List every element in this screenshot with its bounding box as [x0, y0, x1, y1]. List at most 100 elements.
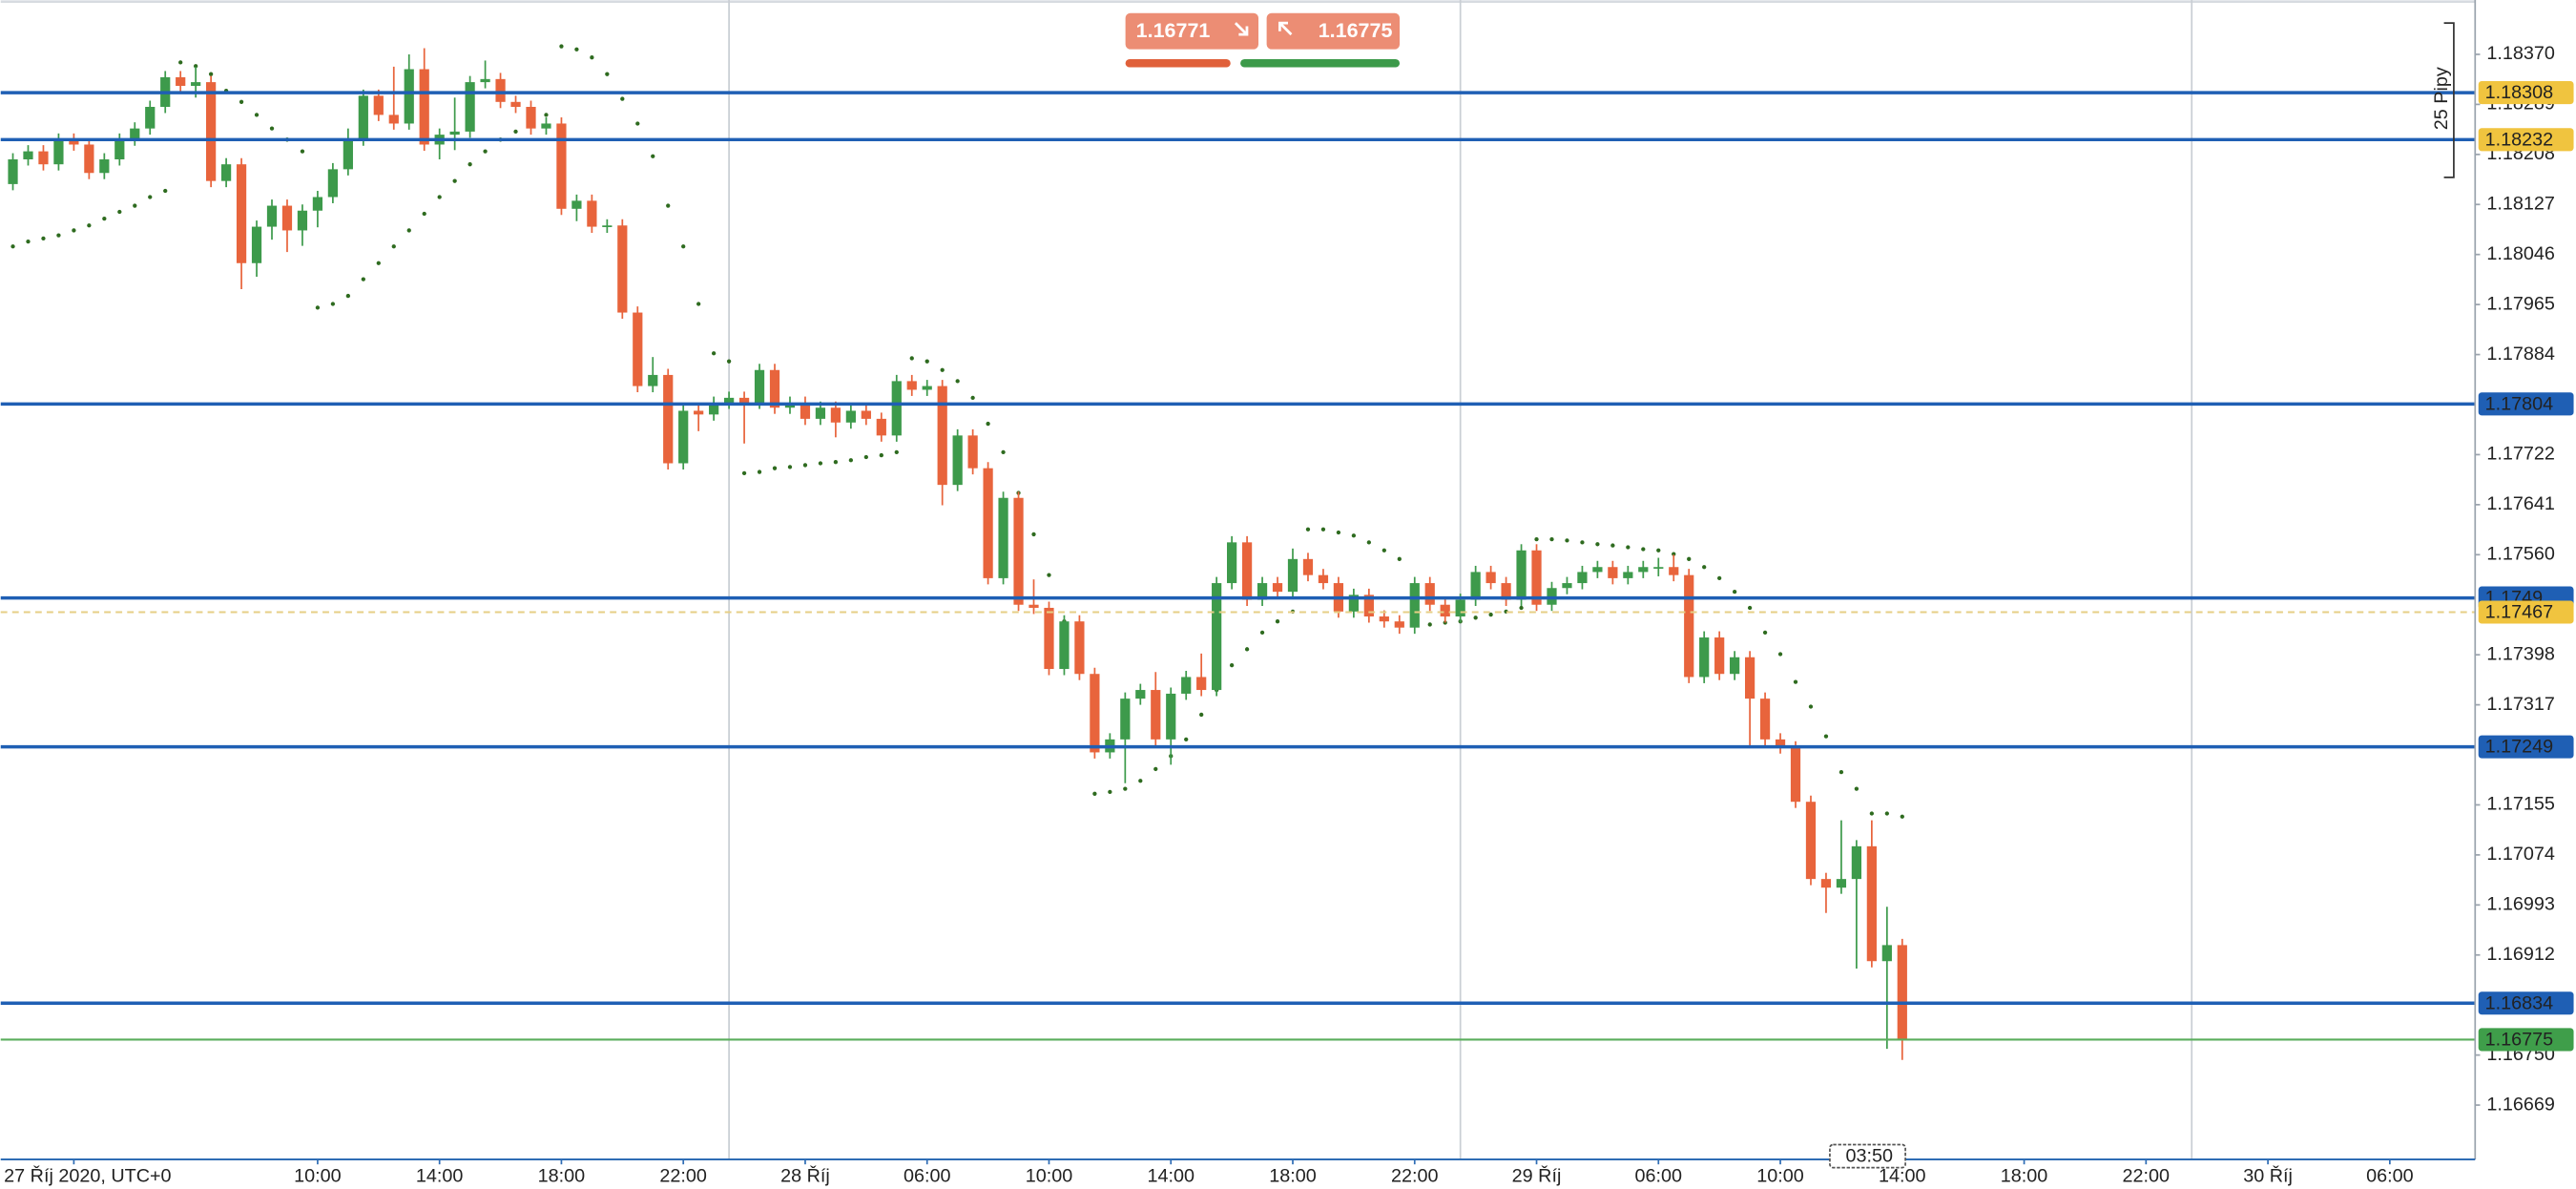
sar-dot [1702, 565, 1707, 570]
y-tick-label: 1.17722 [2486, 444, 2555, 465]
candle-body [1730, 657, 1740, 675]
price-level-label-bg [2478, 1028, 2574, 1052]
sar-dot [1747, 605, 1753, 611]
candle-body [327, 169, 338, 198]
sar-dot [1854, 786, 1859, 791]
candle-body [571, 200, 582, 209]
candle-body [922, 386, 932, 390]
sar-dot [1047, 573, 1051, 577]
candle-body [480, 78, 490, 83]
candle-body [800, 403, 811, 419]
x-tick-label: 10:00 [294, 1165, 342, 1186]
sar-dot [194, 64, 198, 69]
candle-body [312, 197, 323, 211]
x-tick-label: 18:00 [1269, 1165, 1317, 1186]
candle-body [1775, 739, 1786, 748]
sell-button[interactable]: 1.16771 [1125, 12, 1259, 50]
price-level-label-bg [2478, 392, 2574, 416]
candle-body [53, 139, 64, 165]
y-tick-label: 1.16993 [2486, 894, 2555, 915]
sar-dot [590, 55, 594, 60]
sar-dot [1672, 552, 1676, 556]
sar-dot [863, 454, 868, 460]
candle-body [648, 374, 658, 386]
candle-body [678, 410, 689, 464]
sar-dot [879, 452, 883, 458]
candle-body [983, 468, 993, 578]
x-tick-label: 10:00 [1026, 1165, 1073, 1186]
candle-body [1424, 583, 1435, 605]
buy-price[interactable]: 1.16775 [1319, 19, 1393, 42]
candle-body [38, 151, 49, 165]
buy-button[interactable]: 1.16775 [1266, 12, 1401, 50]
sar-dot [1595, 542, 1600, 547]
candle-body [1759, 699, 1771, 740]
candle-body [1562, 583, 1572, 589]
grid-layer [728, 0, 2193, 1160]
candle-body [1669, 567, 1679, 575]
candle-body [1302, 558, 1314, 575]
sar-dot [1580, 540, 1585, 545]
sar-dot [741, 470, 747, 475]
candle-body [556, 123, 567, 209]
candle-body [510, 101, 521, 107]
sar-dot [133, 203, 137, 208]
candle-body [373, 95, 384, 115]
candle-body [1212, 583, 1222, 691]
sar-dot [406, 228, 411, 233]
sar-dot [483, 149, 488, 154]
y-tick-label: 1.16912 [2486, 944, 2555, 965]
candle-body [266, 205, 278, 227]
sar-dot [178, 60, 183, 65]
candle-body [1090, 674, 1100, 753]
candle-body [99, 159, 110, 174]
sar-dot [544, 113, 549, 117]
sell-button-bg[interactable] [1125, 12, 1259, 50]
candle-body [1516, 550, 1527, 600]
buy-button-bg[interactable] [1266, 12, 1401, 50]
sar-dot [452, 178, 457, 183]
candle-body [1348, 594, 1359, 612]
candle-body [1805, 802, 1817, 880]
sar-dot [802, 463, 808, 468]
price-level-label: 1.18308 [2485, 82, 2554, 103]
sar-dot [1488, 612, 1493, 617]
candle-body [176, 76, 186, 86]
sar-dot [1656, 548, 1661, 553]
candle-body [1257, 583, 1268, 600]
sar-dot [467, 162, 472, 167]
x-tick-label: 14:00 [1879, 1165, 1926, 1186]
price-level-label-bg [2478, 991, 2574, 1015]
pip-range-label: 25 Pipy [2431, 67, 2452, 130]
sell-price[interactable]: 1.16771 [1136, 19, 1211, 42]
sar-dot [41, 236, 46, 241]
sar-dot [239, 99, 244, 104]
price-level-label: 1.17804 [2485, 393, 2554, 414]
candle-body [1897, 945, 1907, 1040]
candle-body [967, 435, 978, 469]
candle-body [1790, 747, 1801, 803]
x-tick-label: 22:00 [1391, 1165, 1439, 1186]
x-tick-label: 06:00 [1635, 1165, 1683, 1186]
candle-body [1623, 572, 1633, 578]
candle-body [633, 312, 643, 386]
y-tick-label: 1.17074 [2486, 844, 2555, 865]
y-tick-label: 1.18046 [2486, 243, 2555, 264]
sell-arrow [1234, 22, 1249, 36]
candle-body [1653, 567, 1664, 569]
candle-body [1181, 677, 1192, 694]
sar-dot [376, 261, 381, 265]
sar-dot [757, 469, 762, 474]
sar-dot [422, 211, 426, 217]
price-level-label: 1.17467 [2485, 602, 2554, 623]
candle-body [769, 369, 780, 408]
y-tick-label: 1.17155 [2486, 794, 2555, 815]
candle-body [84, 144, 94, 174]
candle-body [404, 69, 414, 124]
sar-dot [1762, 630, 1768, 636]
sar-dot [818, 461, 823, 466]
sar-dot [1900, 814, 1904, 819]
sar-dot [1229, 663, 1235, 668]
